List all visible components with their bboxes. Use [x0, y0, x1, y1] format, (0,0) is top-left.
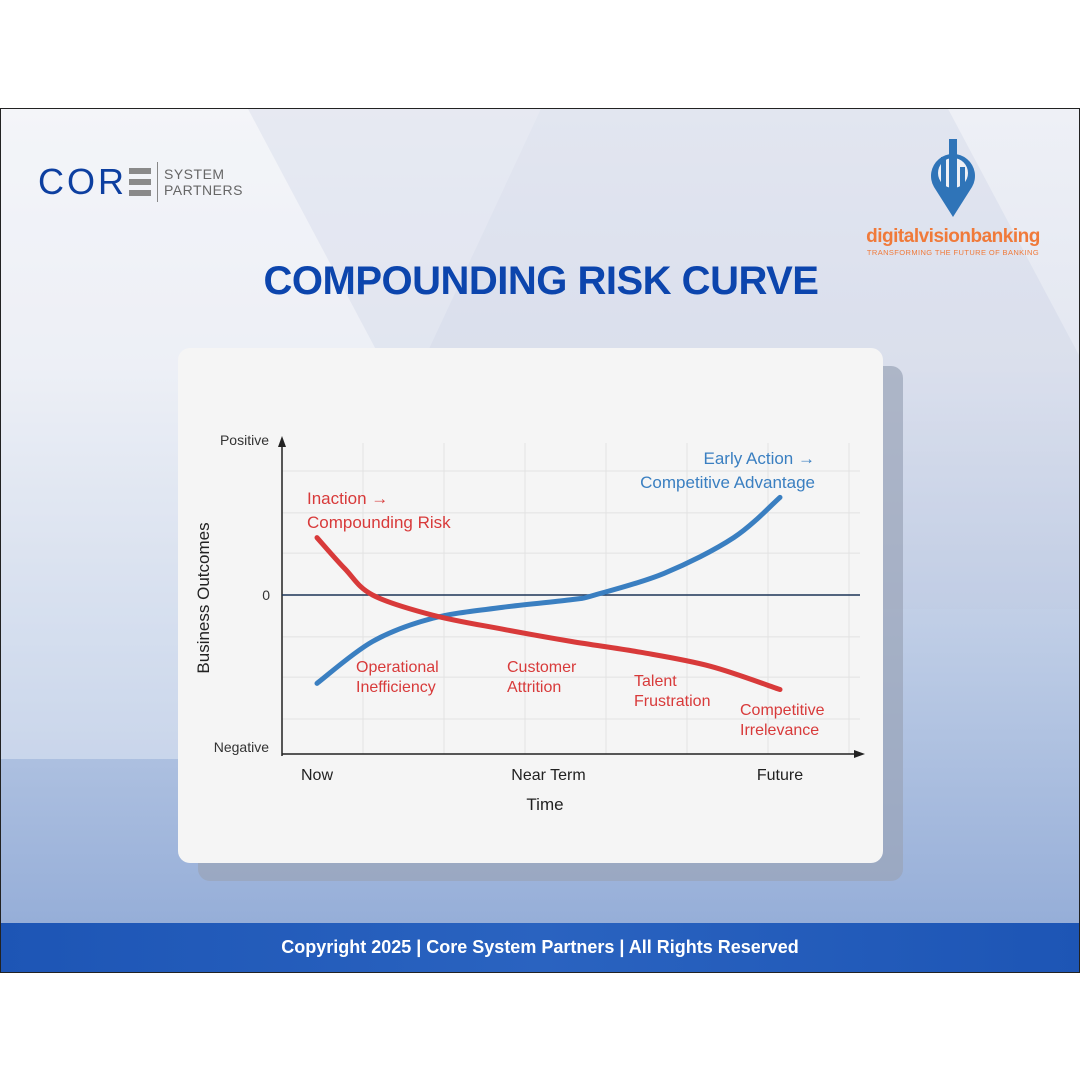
annotation-label: Customer [507, 659, 577, 676]
chart-card: Positive 0 Negative Now Near Term Future Time… [178, 348, 883, 863]
annotation-label: Competitive [740, 702, 825, 719]
x-axis-label: Time [526, 795, 563, 814]
annotation-label: Attrition [507, 679, 561, 696]
digitalvisionbanking-logo: digitalvisionbanking TRANSFORMING THE FU… [863, 139, 1043, 257]
annotation-label: Irrelevance [740, 722, 819, 739]
early-action-line [314, 494, 783, 686]
x-tick-label: Now [301, 767, 333, 784]
dvb-tagline: TRANSFORMING THE FUTURE OF BANKING [866, 248, 1040, 257]
inaction-line [314, 535, 783, 693]
x-axis-arrow-icon [854, 750, 865, 758]
y-axis-arrow-icon [278, 436, 286, 447]
annotation-label: Inefficiency [356, 679, 436, 696]
y-tick-label: Positive [220, 432, 269, 448]
footer: Copyright 2025 | Core System Partners | … [1, 923, 1079, 972]
series-label: Competitive Advantage [640, 473, 815, 492]
logo-line1: SYSTEM [164, 166, 225, 182]
y-tick-label: 0 [262, 587, 270, 603]
logo-line2: PARTNERS [164, 182, 243, 198]
series-label: Early Action → [704, 449, 816, 468]
chart: Positive 0 Negative Now Near Term Future Time… [194, 432, 865, 814]
logo-divider [157, 162, 158, 202]
annotation-label: Operational [356, 659, 439, 676]
x-tick-label: Future [757, 767, 803, 784]
location-pin-buildings-icon [931, 139, 975, 217]
y-axis-label: Business Outcomes [194, 522, 213, 673]
x-tick-label: Near Term [511, 767, 585, 784]
series-label: Compounding Risk [307, 513, 451, 532]
page-title: COMPOUNDING RISK CURVE [263, 259, 819, 303]
slide: COR SYSTEM PARTNERS digitalvisionbanking … [0, 108, 1080, 973]
annotation-label: Frustration [634, 693, 710, 710]
core-system-partners-logo: COR SYSTEM PARTNERS [38, 161, 243, 203]
y-tick-label: Negative [214, 739, 269, 755]
annotation-label: Talent [634, 673, 677, 690]
logo-core-text: COR [38, 161, 127, 202]
series-label: Inaction → [307, 489, 388, 508]
logo-e-mark [129, 168, 151, 196]
dvb-name: digitalvisionbanking [866, 226, 1040, 247]
